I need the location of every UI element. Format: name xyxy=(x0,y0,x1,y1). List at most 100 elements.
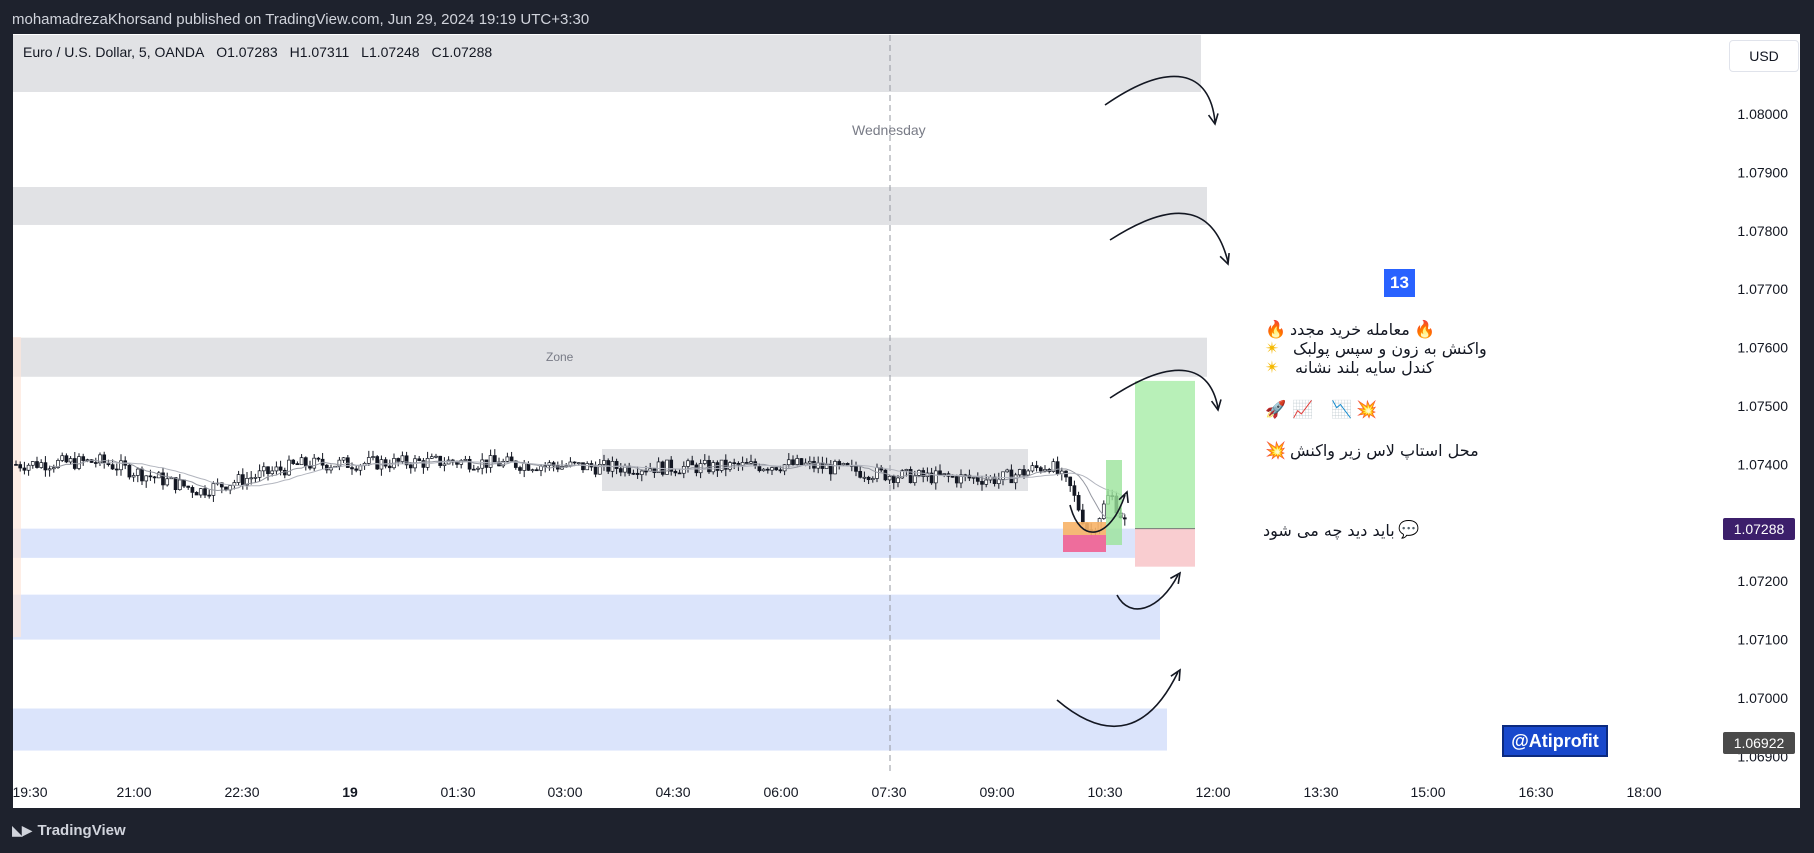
candle-body xyxy=(984,479,989,485)
candle-body xyxy=(530,469,535,472)
y-tick-label: 1.07100 xyxy=(1737,632,1788,648)
candle-body xyxy=(707,459,711,473)
candle-body xyxy=(375,456,380,470)
symbol-legend: Euro / U.S. Dollar, 5, OANDA O1.07283 H1… xyxy=(23,44,500,60)
chart-area[interactable] xyxy=(13,34,1800,808)
currency-button[interactable]: USD xyxy=(1729,40,1799,72)
candle-body xyxy=(408,464,413,469)
candle-body xyxy=(749,461,753,464)
count-badge: 13 xyxy=(1383,268,1416,298)
orderblock-pink xyxy=(1063,535,1106,552)
candle-body xyxy=(665,459,669,475)
candle-body xyxy=(303,457,308,467)
sparkle-icon: ✴ xyxy=(1265,339,1280,359)
candle-body xyxy=(177,479,182,491)
candle-body xyxy=(597,464,602,475)
candle-body xyxy=(875,467,879,479)
y-tick-label: 1.08000 xyxy=(1737,106,1788,122)
speech-bubble-icon: 💬 xyxy=(1398,520,1420,540)
y-tick-label: 1.07600 xyxy=(1737,340,1788,356)
candle-body xyxy=(295,463,300,466)
candle-body xyxy=(22,467,27,471)
candle-body xyxy=(135,468,140,476)
candle-body xyxy=(971,476,976,479)
y-tick-label: 1.07700 xyxy=(1737,281,1788,297)
x-tick-label: 04:30 xyxy=(655,784,690,800)
candle-body xyxy=(350,467,354,470)
candle-body xyxy=(366,457,371,464)
candle-body xyxy=(1005,469,1010,473)
candle-body xyxy=(131,475,136,478)
candle-body xyxy=(270,470,275,475)
candle-body xyxy=(795,458,800,465)
candle-body xyxy=(690,460,695,466)
zone-band-top xyxy=(13,35,1201,92)
candle-body xyxy=(1001,471,1005,480)
candle-body xyxy=(1076,495,1081,511)
fire-icon: 🔥 xyxy=(1265,320,1287,340)
candle-body xyxy=(639,470,644,475)
symbol-low: L1.07248 xyxy=(361,44,420,60)
x-tick-label: 06:00 xyxy=(763,784,798,800)
candle-body xyxy=(77,456,81,469)
candle-body xyxy=(354,468,359,471)
zone-band xyxy=(13,594,1160,640)
x-tick-label: 19:30 xyxy=(12,784,47,800)
candle-body xyxy=(387,465,392,469)
candle-body xyxy=(148,475,153,478)
candle-body xyxy=(266,466,270,475)
y-tick-label: 1.07500 xyxy=(1737,398,1788,414)
candle-body xyxy=(980,481,984,485)
candle-body xyxy=(526,463,531,471)
candle-body xyxy=(534,469,539,472)
x-tick-label: 22:30 xyxy=(224,784,259,800)
x-tick-label: 16:30 xyxy=(1518,784,1553,800)
candle-body xyxy=(261,466,266,472)
zone-band xyxy=(13,187,1207,225)
candle-body xyxy=(257,470,262,478)
candle-body xyxy=(60,455,65,461)
candle-body xyxy=(400,455,405,462)
candle-body xyxy=(618,468,623,473)
candle-body xyxy=(421,460,426,468)
candle-body xyxy=(203,488,207,496)
arrow-down-3-head xyxy=(1210,399,1222,412)
y-tick-label: 1.07200 xyxy=(1737,573,1788,589)
candle-body xyxy=(35,461,39,468)
candle-body xyxy=(761,468,766,472)
candle-body xyxy=(471,468,476,471)
candle-body xyxy=(476,467,480,470)
fire-icon: 🔥 xyxy=(1414,320,1436,340)
candle-body xyxy=(585,463,590,471)
candle-body xyxy=(198,488,203,496)
candle-body xyxy=(98,454,102,464)
candle-body xyxy=(463,459,468,461)
candle-body xyxy=(1072,485,1077,496)
tradingview-logo[interactable]: ◣▶ TradingView xyxy=(12,822,126,839)
x-tick-label: 13:30 xyxy=(1303,784,1338,800)
symbol-open: O1.07283 xyxy=(216,44,278,60)
reaction-box xyxy=(1106,460,1122,545)
left-strip xyxy=(13,337,21,637)
note-line-4: محل استاپ لاس زیر واکنش xyxy=(1290,441,1479,460)
candle-body xyxy=(824,464,829,469)
candle-body xyxy=(312,457,317,469)
chart-down-icon: 📉 xyxy=(1331,400,1353,420)
arrow-down-3 xyxy=(1109,369,1219,409)
arrow-up-2 xyxy=(1056,671,1179,727)
candle-body xyxy=(518,467,522,471)
candle-body xyxy=(740,462,745,466)
candle-body xyxy=(791,459,795,465)
candle-body xyxy=(862,476,867,479)
candle-body xyxy=(194,492,199,496)
x-tick-label: 15:00 xyxy=(1410,784,1445,800)
y-tick-label: 1.07000 xyxy=(1737,690,1788,706)
candle-body xyxy=(1068,476,1073,487)
x-tick-label: 12:00 xyxy=(1195,784,1230,800)
chart-up-icon: 📈 xyxy=(1292,400,1314,420)
candle-body xyxy=(635,472,640,475)
candle-body xyxy=(119,460,123,471)
candle-body xyxy=(950,475,955,478)
collision-icon: 💥 xyxy=(1356,400,1378,420)
